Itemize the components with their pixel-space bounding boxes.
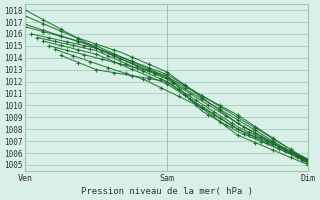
X-axis label: Pression niveau de la mer( hPa ): Pression niveau de la mer( hPa )	[81, 187, 253, 196]
